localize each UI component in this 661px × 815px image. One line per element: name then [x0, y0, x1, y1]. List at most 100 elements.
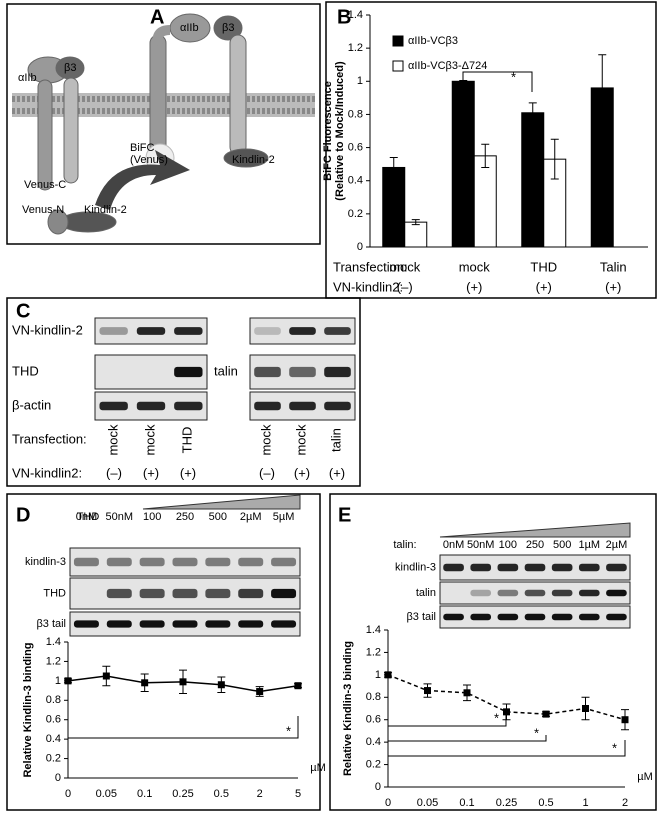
integrin-leg: [149, 34, 167, 156]
x-tick-label: Talin: [600, 259, 627, 274]
y-tick-label: 0: [375, 781, 381, 793]
point: [64, 677, 72, 685]
x-tick-label: 0.25: [496, 797, 517, 809]
panel-frame: [6, 493, 321, 811]
blot-band: [254, 327, 281, 335]
point: [582, 705, 589, 712]
integrin-leg: [63, 77, 79, 184]
lane-label: 0nM: [443, 539, 464, 551]
blot-band: [289, 327, 316, 335]
blot-row-label: talin: [214, 363, 238, 378]
lane-label: 100: [143, 511, 161, 523]
significance-bracket: [67, 716, 299, 739]
blot-band: [205, 557, 231, 567]
integrin-leg: [37, 79, 53, 191]
blot-band: [289, 366, 316, 378]
blot-band: [106, 588, 132, 599]
lane-label: 250: [176, 511, 194, 523]
blot-band: [324, 366, 351, 378]
lane-label: 5µM: [273, 511, 295, 523]
blot-band: [470, 613, 492, 621]
blot-band: [289, 401, 316, 411]
point: [424, 687, 431, 695]
gradient-triangle: [142, 494, 301, 510]
y-tick-label: 0.8: [46, 694, 61, 706]
lane-label: mock: [142, 424, 157, 456]
bar: [404, 221, 428, 248]
blot-band: [106, 557, 132, 567]
blot-band: [139, 588, 165, 599]
blot-band: [174, 366, 203, 378]
y-axis-label: Relative Kindlin-3 binding: [22, 642, 34, 777]
point: [179, 678, 187, 686]
blot-band: [578, 589, 600, 597]
annotation: *: [286, 723, 291, 738]
y-tick-label: 1.2: [366, 646, 381, 658]
diagram-label: Kindlin-2: [232, 154, 275, 166]
error-bar: [389, 157, 398, 178]
legend-label: αIIb-VCβ3: [408, 35, 458, 47]
blot-band: [497, 589, 519, 597]
y-axis-label: BiFC Fluorescence: [322, 81, 334, 181]
x-tick-label: 1: [582, 797, 588, 809]
row-label: Transfection:: [12, 431, 87, 446]
diagram-label: αIIb: [180, 22, 199, 34]
point: [141, 679, 149, 687]
blot-band: [443, 563, 464, 572]
kindlin: [223, 148, 269, 168]
lane-title: THD: [77, 511, 100, 523]
error-bar: [411, 219, 420, 226]
blot-band: [139, 620, 165, 628]
x-unit: µM: [637, 771, 653, 783]
y-tick-label: 0.8: [348, 108, 363, 120]
lane-label: 50nM: [106, 511, 134, 523]
bar: [382, 166, 406, 248]
blot-band: [238, 588, 264, 599]
integrin-arch: [152, 25, 171, 46]
blot-band: [606, 613, 627, 621]
blot-band: [99, 401, 128, 411]
blot-band: [443, 613, 464, 621]
annotation: *: [534, 725, 539, 740]
x-tick-label: mock: [389, 259, 421, 274]
venus-n: [47, 209, 69, 235]
y-tick-label: 1: [375, 669, 381, 681]
blot-row-label: β-actin: [12, 397, 51, 412]
lane-title: talin:: [393, 539, 416, 551]
lane-label: (–): [106, 465, 122, 480]
row-label: VN-kindlin2:: [333, 279, 403, 294]
blot-row-label: kindlin-3: [395, 561, 436, 573]
annotation: *: [612, 740, 617, 755]
lane-label: 500: [553, 539, 571, 551]
blot-row-label: VN-kindlin-2: [12, 322, 83, 337]
point: [463, 689, 471, 697]
error-bar: [528, 102, 537, 124]
y-tick-label: 0.2: [366, 758, 381, 770]
panel-label: B: [337, 6, 351, 28]
y-tick-label: 1.4: [366, 624, 381, 636]
y-tick-label: 0.4: [366, 736, 381, 748]
point: [102, 672, 110, 680]
x-unit: µM: [310, 762, 326, 774]
bar: [473, 155, 497, 248]
row-label: VN-kindlin2:: [12, 465, 82, 480]
x-tick-label: (+): [466, 279, 482, 294]
diagram: [12, 13, 315, 235]
blot-band: [524, 589, 546, 597]
error-bar: [598, 54, 607, 122]
y-tick-label: 0: [55, 772, 61, 784]
x-tick-label: 0.05: [96, 788, 117, 800]
panel-label: E: [338, 504, 351, 526]
legend-swatch: [392, 35, 404, 47]
x-tick-label: 0: [385, 797, 391, 809]
point: [384, 671, 392, 679]
diagram-label: Venus-C: [24, 179, 66, 191]
x-tick-label: 0.1: [459, 797, 474, 809]
point: [621, 716, 629, 724]
lane-label: 2µM: [606, 539, 628, 551]
row-label: Transfection:: [333, 259, 408, 274]
y-tick-label: 1.2: [46, 655, 61, 667]
legend-swatch: [392, 60, 404, 72]
x-tick-label: 0.1: [137, 788, 152, 800]
